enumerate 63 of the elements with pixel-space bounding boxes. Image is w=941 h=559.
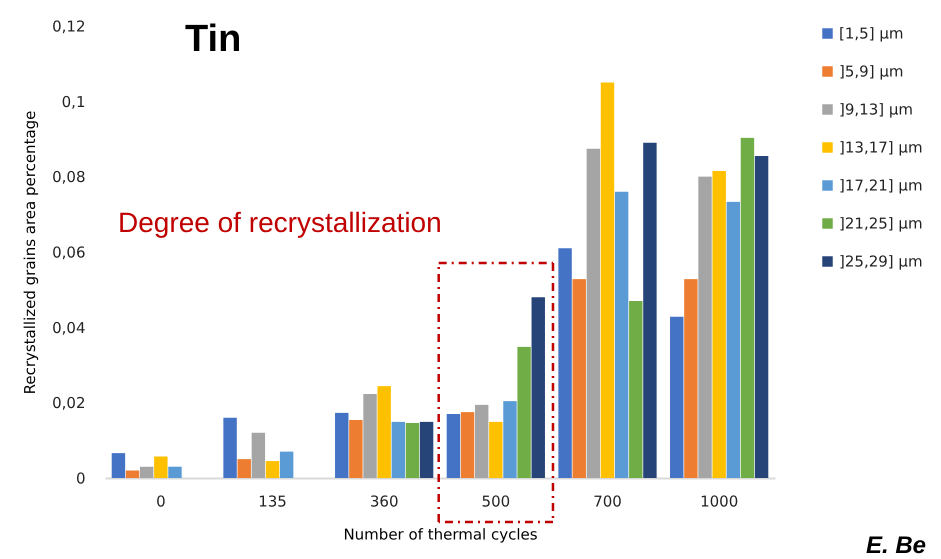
bar (223, 418, 237, 478)
bar (140, 466, 154, 478)
bar (643, 142, 657, 478)
annotation: Degree of recrystallization (118, 207, 442, 239)
x-tick-label: 700 (593, 492, 622, 510)
bar (684, 279, 698, 478)
bar (112, 453, 126, 478)
bar (629, 300, 642, 478)
bar (392, 422, 406, 478)
bar (126, 470, 140, 478)
bar (238, 459, 251, 478)
y-tick-label: 0,08 (52, 168, 86, 186)
bar (614, 192, 628, 478)
bar (712, 171, 726, 478)
bar (517, 346, 531, 478)
legend-label: ]5,9] µm (839, 62, 904, 80)
legend-label: ]21,25] µm (839, 214, 923, 232)
bar (349, 420, 363, 478)
legend-label: [1,5] µm (839, 24, 904, 42)
y-tick-label: 0,06 (52, 244, 86, 262)
bar (363, 394, 377, 478)
x-tick-label: 500 (482, 492, 510, 510)
bar (446, 414, 460, 478)
y-axis-title: Recrystallized grains area percentage (21, 110, 40, 394)
bar (670, 316, 684, 478)
x-tick-label: 135 (258, 492, 287, 510)
x-axis-title: Number of thermal cycles (343, 526, 538, 544)
bar (335, 412, 348, 478)
x-tick-label: 1000 (700, 492, 738, 510)
bar (406, 423, 420, 478)
bar (154, 456, 168, 478)
text: E. Be (866, 532, 926, 559)
legend-label: ]9,13] µm (839, 100, 914, 118)
legend-label: ]13,17] µm (839, 138, 923, 156)
bar (586, 148, 600, 478)
x-tick-label: 0 (156, 492, 166, 510)
y-tick-label: 0,04 (52, 318, 86, 337)
bar (572, 279, 586, 478)
bar (252, 432, 266, 478)
bar (474, 404, 488, 478)
bar (740, 138, 754, 478)
y-tick-label: 0,02 (52, 394, 86, 412)
bar (558, 248, 572, 478)
bar (377, 386, 391, 478)
bar (600, 82, 614, 478)
bar (266, 461, 280, 478)
bar (489, 422, 503, 478)
y-tick-label: 0,1 (62, 92, 86, 111)
bar (532, 297, 545, 478)
bar (754, 156, 768, 478)
bar (726, 202, 740, 478)
bar (420, 422, 434, 478)
legend-label: ]17,21] µm (839, 176, 923, 194)
bar (460, 412, 474, 478)
y-tick-label: 0,12 (52, 18, 86, 36)
bar (698, 176, 712, 478)
y-tick-label: 0 (76, 470, 86, 488)
bar (168, 466, 182, 478)
bar (280, 452, 294, 478)
bar (503, 401, 517, 478)
legend-label: ]25,29] µm (839, 252, 923, 270)
chart-title: Tin (185, 18, 242, 60)
x-tick-label: 360 (370, 492, 398, 510)
